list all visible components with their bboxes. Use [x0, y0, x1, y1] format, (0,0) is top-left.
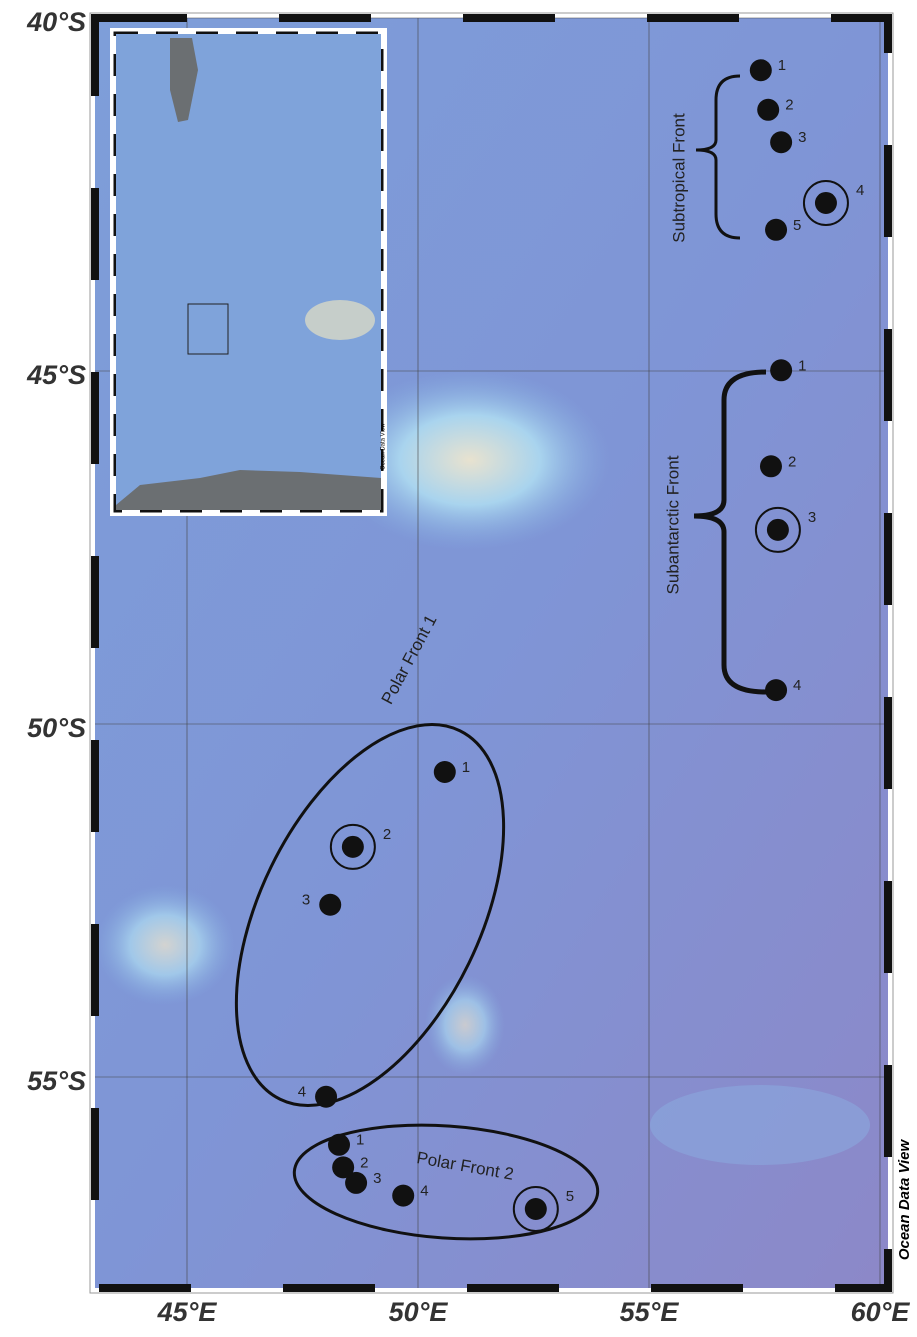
inset-sea	[116, 34, 381, 510]
station-label: 4	[420, 1183, 428, 1200]
station	[315, 1086, 337, 1108]
plateau	[95, 885, 235, 1005]
credit: Ocean Data View	[896, 1139, 913, 1261]
station-label: 4	[298, 1084, 306, 1101]
lat-tick-label: 50°S	[27, 713, 86, 743]
station-label: 1	[778, 57, 786, 74]
station-label: 4	[793, 677, 801, 694]
station-label: 1	[462, 759, 470, 776]
group-label: Subtropical Front	[669, 113, 688, 243]
inset-credit: Ocean Data View	[381, 423, 387, 470]
station	[319, 894, 341, 916]
group-label: Subantarctic Front	[663, 455, 682, 594]
lon-tick-label: 60°E	[851, 1297, 911, 1327]
station	[767, 519, 789, 541]
station-label: 2	[785, 97, 793, 114]
station-label: 3	[798, 129, 806, 146]
station	[765, 219, 787, 241]
lon-tick-label: 45°E	[157, 1297, 218, 1327]
station	[750, 59, 772, 81]
station	[757, 99, 779, 121]
station-label: 5	[566, 1188, 574, 1205]
station-label: 3	[808, 509, 816, 526]
station-label: 2	[788, 453, 796, 470]
station-label: 3	[373, 1170, 381, 1187]
lat-tick-label: 45°S	[26, 360, 86, 390]
map: Ocean Data View Subtropical Front Subant…	[0, 0, 917, 1332]
station	[434, 761, 456, 783]
station-label: 3	[302, 892, 310, 909]
station	[392, 1185, 414, 1207]
inset: Ocean Data View	[110, 28, 387, 516]
station-label: 2	[383, 826, 391, 843]
station	[815, 192, 837, 214]
station	[342, 836, 364, 858]
station	[525, 1198, 547, 1220]
lon-tick-label: 50°E	[389, 1297, 449, 1327]
plateau	[425, 975, 505, 1075]
station	[760, 455, 782, 477]
station-label: 2	[360, 1154, 368, 1171]
station	[345, 1172, 367, 1194]
lat-tick-label: 40°S	[26, 7, 86, 37]
plateau	[305, 300, 375, 340]
shoal	[650, 1085, 870, 1165]
station-label: 1	[798, 357, 806, 374]
station-label: 1	[356, 1132, 364, 1149]
station-label: 5	[793, 217, 801, 234]
lon-tick-label: 55°E	[620, 1297, 680, 1327]
station	[770, 359, 792, 381]
station-label: 4	[856, 182, 864, 199]
lat-tick-label: 55°S	[27, 1066, 86, 1096]
station	[770, 131, 792, 153]
station	[765, 679, 787, 701]
station	[328, 1134, 350, 1156]
